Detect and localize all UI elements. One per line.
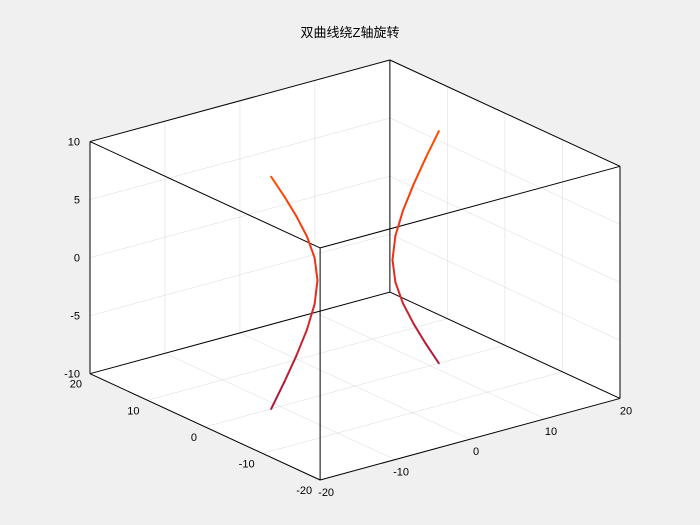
tick-label: -20 [296,485,312,497]
tick-label: 20 [620,405,632,417]
chart-title: 双曲线绕Z轴旋转 [0,22,700,41]
tick-label: -20 [318,487,334,499]
axes-3d: -20-1001020-20-1001020-10-50510 [0,0,700,525]
tick-label: 10 [545,426,557,438]
tick-label: -10 [393,467,409,479]
tick-label: 10 [68,137,80,149]
tick-label: 0 [473,446,479,458]
figure: 双曲线绕Z轴旋转 -20-1001020-20-1001020-10-50510 [0,0,700,525]
tick-label: 5 [74,195,80,207]
tick-label: -10 [64,369,80,381]
tick-label: -5 [70,311,80,323]
tick-label: -10 [239,458,255,470]
tick-label: 10 [127,405,139,417]
tick-label: 0 [74,253,80,265]
tick-label: 0 [191,432,197,444]
